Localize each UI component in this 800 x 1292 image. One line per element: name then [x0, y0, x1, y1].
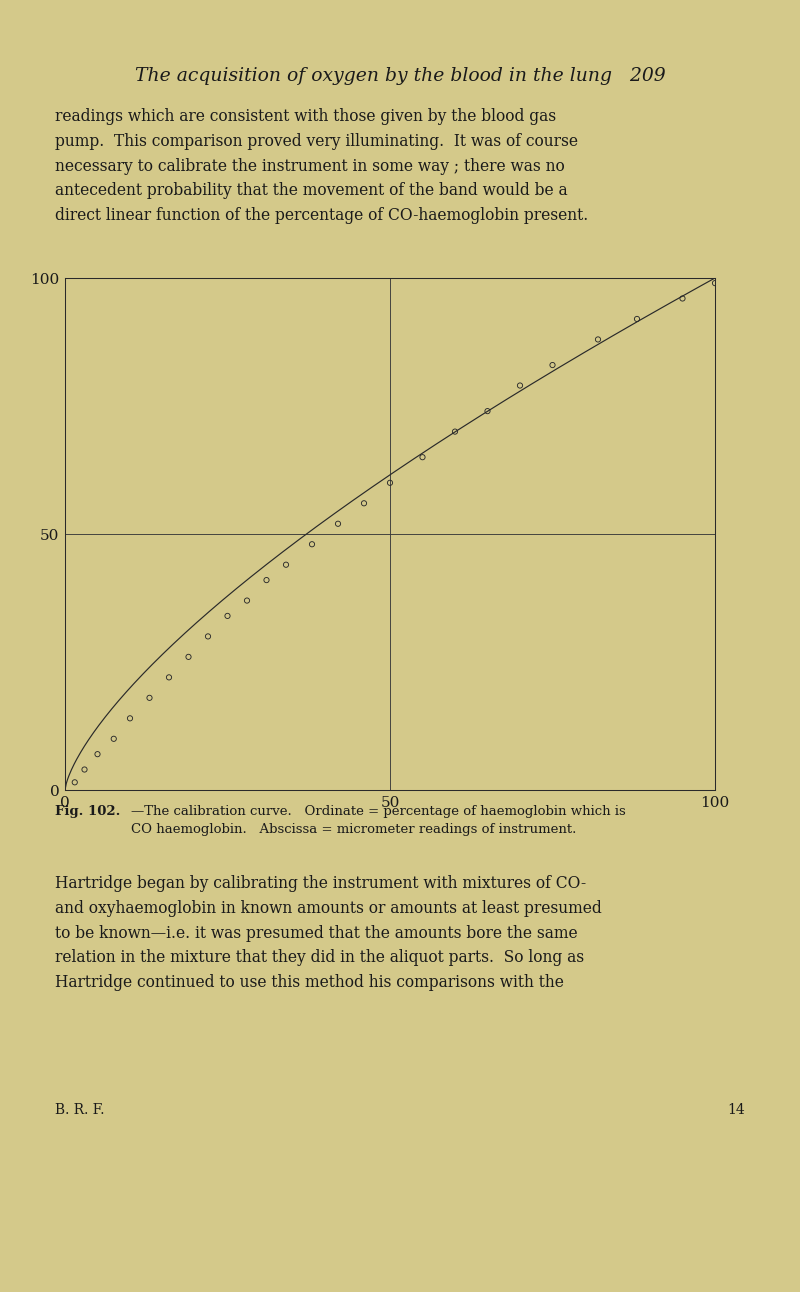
Point: [709, 273, 722, 293]
Point: [68, 773, 81, 793]
Point: [546, 355, 559, 376]
Text: The acquisition of oxygen by the blood in the lung   209: The acquisition of oxygen by the blood i…: [134, 67, 666, 85]
Point: [630, 309, 643, 329]
Point: [416, 447, 429, 468]
Point: [260, 570, 273, 590]
Point: [280, 554, 293, 575]
Point: [358, 494, 370, 514]
Text: B. R. F.: B. R. F.: [55, 1103, 105, 1118]
Text: 14: 14: [727, 1103, 745, 1118]
Point: [241, 590, 254, 611]
Point: [143, 687, 156, 708]
Point: [91, 744, 104, 765]
Point: [162, 667, 175, 687]
Text: Fig. 102.: Fig. 102.: [55, 805, 120, 818]
Point: [384, 473, 397, 494]
Point: [331, 513, 344, 534]
Point: [306, 534, 318, 554]
Point: [202, 627, 214, 647]
Point: [78, 760, 91, 780]
Text: readings which are consistent with those given by the blood gas
pump.  This comp: readings which are consistent with those…: [55, 109, 588, 225]
Point: [676, 288, 689, 309]
Point: [182, 646, 195, 667]
Text: Hartridge began by calibrating the instrument with mixtures of CO-
and oxyhaemog: Hartridge began by calibrating the instr…: [55, 875, 602, 991]
Point: [514, 375, 526, 395]
Point: [123, 708, 136, 729]
Point: [221, 606, 234, 627]
Point: [592, 329, 605, 350]
Point: [481, 401, 494, 421]
Point: [449, 421, 462, 442]
Point: [107, 729, 120, 749]
Text: —The calibration curve.   Ordinate = percentage of haemoglobin which is
CO haemo: —The calibration curve. Ordinate = perce…: [131, 805, 626, 836]
